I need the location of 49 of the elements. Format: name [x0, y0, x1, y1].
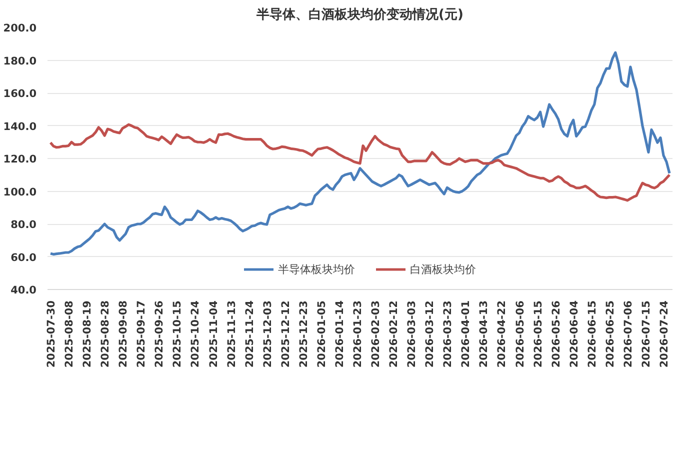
x-tick-label: 2026-02-12 [388, 300, 400, 368]
legend-label: 白酒板块均价 [410, 262, 476, 276]
x-tick-label: 2025-12-03 [262, 300, 274, 368]
y-tick-label: 60.0 [10, 252, 37, 264]
x-tick-label: 2026-06-04 [568, 300, 580, 368]
x-tick-label: 2026-06-25 [604, 300, 616, 368]
x-tick-label: 2025-12-12 [280, 300, 292, 368]
x-tick-label: 2025-09-08 [118, 300, 130, 368]
x-tick-label: 2025-08-19 [82, 300, 94, 368]
line-series [49, 123, 671, 202]
x-tick-label: 2026-04-22 [496, 300, 508, 368]
x-tick-label: 2026-05-06 [514, 300, 526, 368]
x-tick-label: 2026-05-26 [550, 300, 562, 368]
x-tick-label: 2025-08-28 [100, 300, 112, 368]
x-tick-label: 2025-11-24 [244, 300, 256, 368]
x-tick-label: 2025-09-26 [154, 300, 166, 368]
x-tick-label: 2026-05-15 [532, 300, 544, 368]
x-tick-label: 2025-10-15 [172, 300, 184, 368]
x-tick-label: 2026-07-06 [622, 300, 634, 368]
x-tick-label: 2026-03-03 [406, 300, 418, 368]
x-tick-label: 2026-06-15 [586, 300, 598, 368]
x-tick-label: 2025-07-30 [46, 300, 58, 368]
y-tick-label: 120.0 [3, 154, 37, 166]
y-tick-label: 80.0 [10, 219, 37, 231]
x-tick-label: 2026-04-13 [478, 300, 490, 368]
x-tick-label: 2026-04-01 [460, 300, 472, 368]
chart-title: 半导体、白酒板块均价变动情况(元) [256, 6, 464, 22]
x-tick-label: 2025-10-24 [190, 300, 202, 368]
legend-label: 半导体板块均价 [278, 262, 355, 276]
x-tick-label: 2026-03-23 [442, 300, 454, 368]
x-tick-label: 2025-08-08 [64, 300, 76, 368]
y-tick-label: 160.0 [3, 88, 37, 100]
y-tick-label: 180.0 [3, 55, 37, 68]
y-tick-label: 140.0 [3, 120, 37, 133]
x-tick-label: 2026-07-15 [640, 300, 652, 368]
x-tick-label: 2026-01-05 [316, 300, 328, 368]
x-tick-label: 2026-03-12 [424, 300, 436, 368]
x-tick-label: 2026-07-24 [658, 300, 670, 368]
line-series [49, 51, 671, 256]
x-tick-label: 2025-11-13 [226, 300, 238, 368]
y-tick-label: 200.0 [3, 22, 37, 34]
x-tick-label: 2026-01-23 [352, 300, 364, 368]
y-tick-label: 40.0 [10, 284, 37, 296]
x-tick-label: 2025-12-23 [298, 300, 310, 368]
x-tick-label: 2025-11-04 [208, 300, 220, 368]
y-tick-label: 100.0 [3, 186, 37, 198]
x-tick-label: 2025-09-17 [136, 300, 148, 368]
x-tick-label: 2026-01-14 [334, 300, 346, 368]
x-tick-label: 2026-02-03 [370, 300, 382, 368]
